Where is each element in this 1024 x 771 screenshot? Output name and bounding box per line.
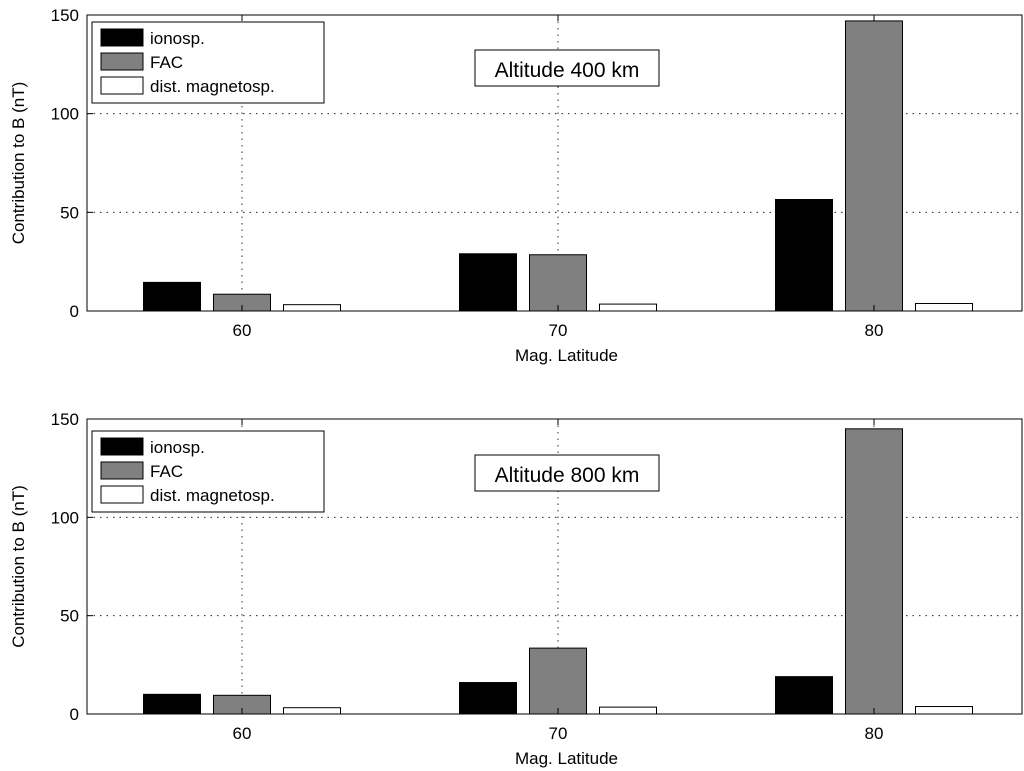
bar <box>143 693 201 715</box>
bar <box>459 253 517 312</box>
y-tick-label: 100 <box>51 105 79 124</box>
legend-swatch <box>100 76 144 95</box>
bar <box>845 20 903 312</box>
axes-frame <box>86 418 1023 715</box>
legend-label: ionosp. <box>150 29 205 48</box>
y-tick-label: 100 <box>51 508 79 527</box>
legend-label: FAC <box>150 462 183 481</box>
y-tick-label: 0 <box>70 705 79 724</box>
chart-panel-altitude-400: 0 50 100 150 60 70 80 Mag. Latitude Contribution… <box>9 6 1023 365</box>
axes-frame <box>86 14 1023 312</box>
bar <box>915 303 973 312</box>
bar <box>529 647 587 715</box>
y-axis-label: Contribution to B (nT) <box>9 82 28 245</box>
legend-label: FAC <box>150 53 183 72</box>
y-tick-label: 0 <box>70 302 79 321</box>
chart-panel-altitude-800: 0 50 100 150 60 70 80 Mag. Latitude Contribution… <box>9 410 1023 768</box>
legend: ionosp. FAC dist. magnetosp. <box>91 430 325 513</box>
bar <box>775 199 833 312</box>
bar <box>599 303 657 312</box>
x-axis-label: Mag. Latitude <box>515 749 618 768</box>
x-tick-label: 60 <box>233 321 252 340</box>
altitude-annotation: Altitude 800 km <box>474 454 660 492</box>
bar <box>599 706 657 715</box>
x-tick-label: 80 <box>865 724 884 743</box>
annotation-box <box>474 49 660 87</box>
legend-swatch <box>100 461 144 480</box>
x-tick-label: 70 <box>549 321 568 340</box>
y-tick-label: 50 <box>60 203 79 222</box>
annotation-text: Altitude 400 km <box>495 59 640 82</box>
bar <box>845 428 903 715</box>
y-tick-label: 50 <box>60 607 79 626</box>
legend-label: ionosp. <box>150 438 205 457</box>
altitude-annotation: Altitude 400 km <box>474 49 660 87</box>
y-tick-label: 150 <box>51 6 79 25</box>
bar <box>915 706 973 715</box>
x-axis-label: Mag. Latitude <box>515 346 618 365</box>
legend-label: dist. magnetosp. <box>150 77 275 96</box>
legend-swatch <box>100 437 144 456</box>
bar <box>283 304 341 312</box>
annotation-text: Altitude 800 km <box>495 464 640 487</box>
legend: ionosp. FAC dist. magnetosp. <box>91 21 325 104</box>
bar <box>143 281 201 312</box>
x-tick-label: 70 <box>549 724 568 743</box>
bar <box>459 682 517 715</box>
legend-swatch <box>100 52 144 71</box>
x-tick-label: 80 <box>865 321 884 340</box>
bar <box>283 707 341 715</box>
legend-swatch <box>100 28 144 47</box>
legend-swatch <box>100 485 144 504</box>
legend-label: dist. magnetosp. <box>150 486 275 505</box>
y-axis-label: Contribution to B (nT) <box>9 485 28 648</box>
x-tick-label: 60 <box>233 724 252 743</box>
bar <box>775 676 833 715</box>
y-tick-label: 150 <box>51 410 79 429</box>
bar <box>529 254 587 312</box>
annotation-box <box>474 454 660 492</box>
